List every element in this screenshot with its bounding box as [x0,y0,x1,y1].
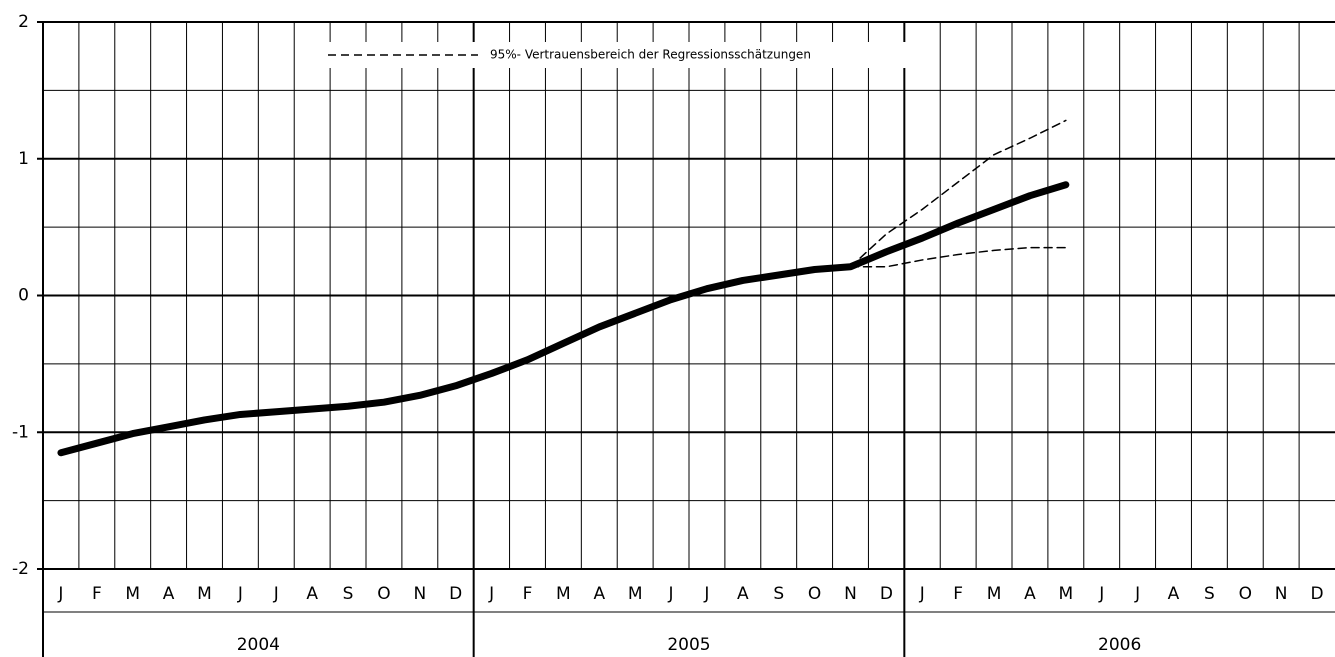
legend-box [318,42,906,68]
x-tick-label: A [737,584,749,604]
x-tick-label: A [1168,584,1180,604]
x-tick-label: N [413,584,426,604]
x-tick-label: O [1239,584,1252,604]
x-tick-label: A [163,584,175,604]
x-tick-label: J [919,584,925,604]
x-tick-label: S [343,584,354,604]
x-tick-label: D [880,584,893,604]
x-tick-label: F [523,584,533,604]
x-tick-label: M [125,584,140,604]
x-tick-label: J [703,584,709,604]
x-tick-label: N [844,584,857,604]
x-tick-label: O [808,584,821,604]
band-lower [849,246,1067,268]
band-upper [849,119,1067,268]
y-tick-label: -2 [12,559,29,579]
x-tick-label: M [628,584,643,604]
x-tick-label: M [987,584,1002,604]
y-tick-label: 2 [18,12,29,32]
year-label: 2004 [237,635,280,655]
x-tick-label: A [593,584,605,604]
x-tick-label: F [92,584,102,604]
x-tick-label: J [488,584,494,604]
x-tick-label: J [1098,584,1104,604]
x-tick-label: J [668,584,674,604]
x-tick-label: N [1275,584,1288,604]
legend: 95%- Vertrauensbereich der Regressionssc… [318,42,906,68]
series-line [57,181,1070,457]
y-tick-label: 0 [18,286,29,306]
x-tick-label: J [237,584,243,604]
x-tick-label: O [377,584,390,604]
year-label: 2006 [1098,635,1141,655]
x-tick-label: S [1204,584,1215,604]
x-tick-label: D [1311,584,1324,604]
x-tick-label: M [1058,584,1073,604]
x-tick-label: J [1134,584,1140,604]
x-tick-label: J [273,584,279,604]
x-tick-label: A [1024,584,1036,604]
y-tick-label: -1 [12,422,29,442]
x-tick-label: M [197,584,212,604]
x-tick-label: F [953,584,963,604]
y-tick-label: 1 [18,149,29,169]
x-tick-label: J [57,584,63,604]
x-tick-label: S [773,584,784,604]
legend-label: 95%- Vertrauensbereich der Regressionssc… [490,48,811,62]
year-label: 2005 [667,635,710,655]
x-tick-label: A [306,584,318,604]
x-tick-label: M [556,584,571,604]
x-tick-label: D [449,584,462,604]
